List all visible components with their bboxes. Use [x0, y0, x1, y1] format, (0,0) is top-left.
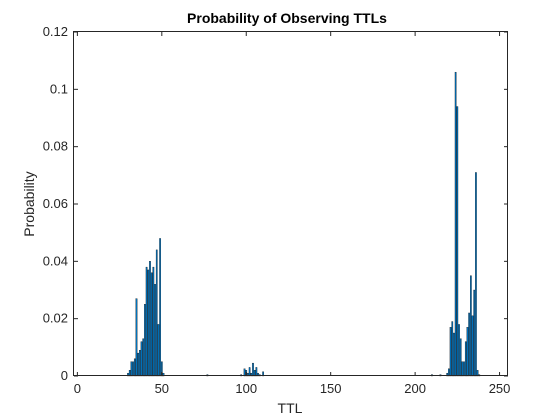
bar-ttl-48: [157, 324, 160, 377]
bar-ttl-35: [135, 298, 138, 377]
bar-ttl-39: [142, 338, 145, 377]
bar-ttl-234: [471, 315, 474, 377]
y-tick-label-0.12: 0.12: [43, 24, 68, 39]
bar-ttl-102: [248, 367, 251, 377]
bar-ttl-104: [252, 362, 254, 377]
bar-ttl-43: [149, 261, 151, 377]
bar-ttl-236: [475, 172, 477, 377]
bar-ttl-232: [468, 312, 470, 377]
bar-ttl-231: [466, 327, 469, 377]
x-tick-label-150: 150: [320, 381, 342, 396]
bar-ttl-233: [470, 275, 472, 377]
y-tick-label-0.08: 0.08: [43, 139, 68, 154]
bar-ttl-46: [154, 284, 156, 377]
bars: [127, 71, 481, 377]
bar-ttl-230: [464, 341, 467, 377]
bar-ttl-37: [139, 350, 141, 377]
y-tick-label-0.06: 0.06: [43, 196, 68, 211]
bar-ttl-228: [461, 361, 464, 377]
bar-ttl-220: [448, 368, 450, 377]
bar-ttl-222: [451, 321, 454, 377]
bar-ttl-221: [449, 327, 452, 377]
bar-ttl-42: [147, 269, 150, 377]
bar-ttl-36: [137, 352, 140, 377]
x-tick-label-0: 0: [74, 381, 81, 396]
ticks: 0 50 100 150 200 250 0 0.02 0.04 0.06 0.08 0.1 0.12: [43, 24, 511, 396]
bar-ttl-47: [155, 249, 158, 377]
bar-ttl-44: [150, 272, 153, 377]
bar-ttl-229: [463, 361, 465, 377]
bar-ttl-226: [458, 324, 460, 377]
bar-ttl-225: [456, 106, 459, 377]
axes-box: [73, 31, 508, 376]
bar-ttl-41: [145, 266, 148, 377]
bar-ttl-106: [255, 367, 258, 377]
y-tick-label-0.04: 0.04: [43, 253, 68, 268]
bar-ttl-235: [473, 289, 476, 377]
x-tick-label-100: 100: [235, 381, 257, 396]
bar-ttl-227: [459, 338, 462, 377]
bar-ttl-34: [133, 358, 136, 377]
bar-ttl-32: [130, 361, 133, 377]
x-tick-label-200: 200: [404, 381, 426, 396]
x-tick-label-50: 50: [155, 381, 169, 396]
y-tick-label-0.02: 0.02: [43, 311, 68, 326]
bar-ttl-224: [454, 71, 457, 377]
bar-ttl-33: [132, 361, 134, 377]
x-axis-label: TTL: [278, 400, 303, 416]
y-axis-label: Probability: [21, 171, 37, 236]
x-tick-label-250: 250: [489, 381, 511, 396]
bar-ttl-99: [243, 368, 246, 377]
bar-ttl-38: [140, 341, 143, 377]
chart-title: Probability of Observing TTLs: [187, 10, 387, 26]
bar-ttl-45: [152, 266, 155, 377]
bar-ttl-223: [453, 332, 455, 377]
bar-ttl-49: [159, 238, 161, 377]
y-tick-label-0.1: 0.1: [50, 81, 68, 96]
y-tick-label-0: 0: [61, 368, 68, 383]
bar-ttl-40: [144, 304, 146, 377]
